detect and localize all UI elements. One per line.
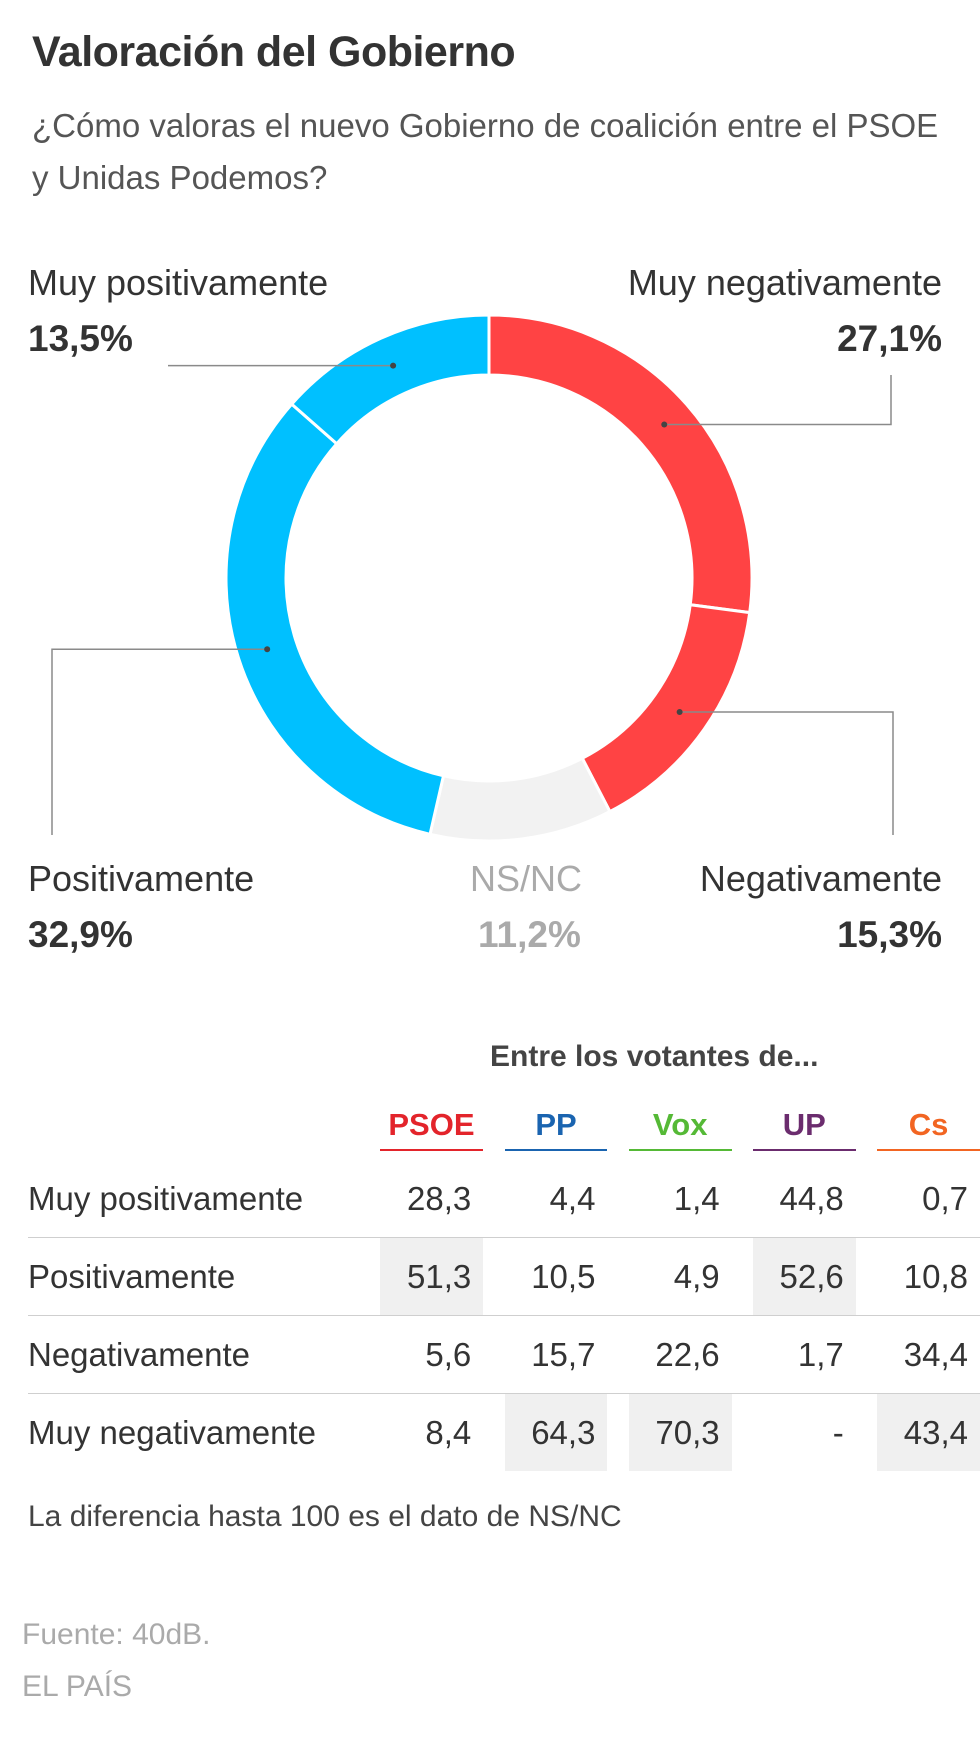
label-nsnc: NS/NC [470, 858, 583, 899]
party-header: PSOE [379, 1107, 484, 1151]
party-header: PP [504, 1107, 608, 1151]
slice-positivamente [224, 401, 446, 837]
table-cell: 43,4 [877, 1393, 980, 1471]
table-cell: 44,8 [752, 1160, 856, 1238]
slice-muy-negativamente [487, 313, 754, 615]
leader-positivamente [51, 648, 268, 835]
value-positivamente: 32,9% [28, 914, 133, 955]
leader-dot [661, 421, 668, 428]
label-positivamente: Positivamente [28, 858, 255, 899]
table-row: Muy positivamente 28,3 4,4 1,4 44,8 0,7 [28, 1160, 980, 1238]
value-nsnc: 11,2% [478, 914, 581, 955]
slice-muy-positivamente [289, 313, 491, 446]
slice-negativamente [580, 603, 752, 814]
table-cell: 34,4 [877, 1315, 980, 1394]
leader-dot [264, 646, 271, 653]
table-heading: Entre los votantes de... [490, 1040, 819, 1073]
table-cell: 52,6 [752, 1237, 856, 1316]
table-row: Muy negativamente 8,4 64,3 70,3 -43,4 [28, 1393, 980, 1471]
table-cell: 4,9 [628, 1237, 732, 1316]
row-label: Negativamente [28, 1315, 380, 1394]
slice-ns-nc [428, 756, 612, 843]
table-cell: 28,3 [379, 1160, 484, 1238]
table-cell: 15,7 [504, 1315, 608, 1394]
row-label: Positivamente [28, 1237, 380, 1316]
party-header: Vox [628, 1107, 732, 1151]
label-muy-positivamente: Muy positivamente [28, 262, 329, 303]
table-row: Positivamente 51,3 10,5 4,9 52,6 10,8 [28, 1237, 980, 1316]
leader-dot [676, 708, 683, 715]
row-label: Muy negativamente [28, 1413, 316, 1451]
table-cell: 51,3 [379, 1237, 484, 1316]
leader-muy-negativamente [664, 375, 892, 426]
table-cell: 5,6 [379, 1315, 484, 1394]
table-cell: 22,6 [628, 1315, 732, 1394]
header-up: UP [752, 1098, 856, 1160]
table-cell: 1,4 [628, 1160, 732, 1238]
header-vox: Vox [628, 1098, 732, 1160]
table-cell: 8,4 [425, 1413, 472, 1451]
header-pp: PP [504, 1098, 608, 1160]
value-muy-negativamente: 27,1% [837, 318, 942, 359]
chart-subtitle: ¿Cómo valoras el nuevo Gobierno de coali… [32, 107, 939, 196]
donut-chart [51, 313, 894, 843]
chart-title: Valoración del Gobierno [32, 28, 516, 76]
table-cell: 10,5 [504, 1237, 608, 1316]
row-label: Muy positivamente [28, 1160, 380, 1238]
donut-slices [224, 313, 754, 843]
party-header: Cs [877, 1107, 980, 1151]
table-cell: 70,3 [628, 1393, 732, 1471]
label-muy-negativamente: Muy negativamente [627, 262, 942, 303]
leader-dot [390, 362, 397, 369]
label-negativamente: Negativamente [699, 858, 942, 899]
table-corner [28, 1098, 380, 1160]
footnote: La diferencia hasta 100 es el dato de NS… [28, 1500, 622, 1533]
table-cell: - [832, 1413, 844, 1451]
leader-negativamente [679, 711, 894, 835]
table-cell: 10,8 [877, 1237, 980, 1316]
table-row: Negativamente 5,6 15,7 22,6 1,7 34,4 [28, 1315, 980, 1394]
table-cell: 4,4 [504, 1160, 608, 1238]
brand-logo-text: EL PAÍS [22, 1670, 133, 1703]
header-cs: Cs [877, 1098, 980, 1160]
table-cell: 1,7 [752, 1315, 856, 1394]
votantes-table: PSOE PP Vox UP Cs Muy positivamente 28,3 4… [28, 1098, 980, 1471]
value-negativamente: 15,3% [837, 914, 942, 955]
table-cell: 0,7 [877, 1160, 980, 1238]
party-header: UP [752, 1107, 856, 1151]
value-muy-positivamente: 13,5% [28, 318, 133, 359]
leader-lines [51, 362, 894, 835]
table-header-row: PSOE PP Vox UP Cs [28, 1098, 980, 1160]
table-cell: 64,3 [504, 1393, 608, 1471]
source: Fuente: 40dB. [22, 1618, 211, 1651]
header-psoe: PSOE [379, 1098, 484, 1160]
